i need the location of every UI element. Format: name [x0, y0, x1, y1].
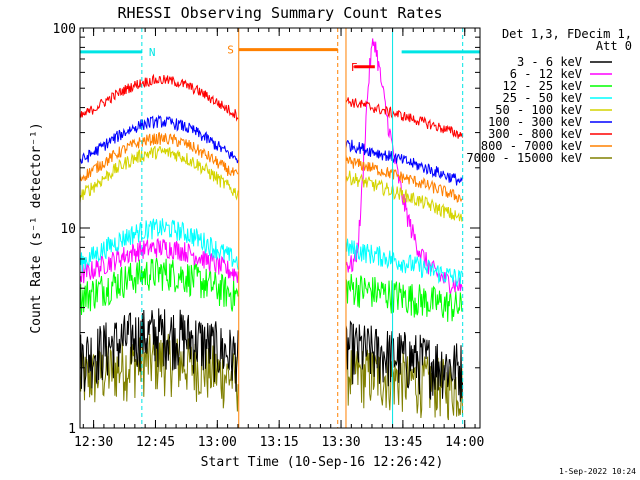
series-line-0	[79, 73, 463, 139]
flag-layer: N S F	[80, 44, 480, 74]
marker-layer	[141, 28, 464, 428]
x-axis-label: Start Time (10-Sep-16 12:26:42)	[201, 455, 444, 470]
x-tick-label-0: 12:30	[74, 435, 113, 450]
y-tick-label-0: 1	[68, 422, 76, 437]
generated-timestamp: 1-Sep-2022 10:24	[559, 467, 636, 476]
legend-label-7: 800 - 7000 keV	[481, 139, 582, 153]
flag-label-0: N	[149, 46, 156, 59]
legend-label-1: 6 - 12 keV	[510, 67, 582, 81]
legend-header-line-2: Att 0	[596, 39, 632, 53]
series-line-7	[79, 308, 463, 402]
y-tick-label-2: 100	[53, 22, 76, 37]
y-axis-label: Count Rate (s⁻¹ detector⁻¹)	[29, 122, 44, 333]
legend-label-0: 3 - 6 keV	[517, 55, 582, 69]
series-line-5	[79, 38, 463, 294]
series-line-1	[79, 114, 463, 186]
flag-label-2: F	[351, 61, 358, 74]
x-tick-label-6: 14:00	[445, 435, 484, 450]
x-tick-label-3: 13:15	[260, 435, 299, 450]
legend-label-8: 7000 - 15000 keV	[466, 151, 582, 165]
series-line-6	[79, 257, 463, 322]
x-tick-label-5: 13:45	[383, 435, 422, 450]
legend-label-6: 300 - 800 keV	[488, 127, 582, 141]
flag-label-1: S	[227, 44, 234, 57]
legend-header-line-1: Det 1,3, FDecim 1,	[502, 27, 632, 41]
legend-label-5: 100 - 300 keV	[488, 115, 582, 129]
series-line-2	[79, 132, 463, 203]
x-tick-label-4: 13:30	[321, 435, 360, 450]
legend-label-2: 12 - 25 keV	[503, 79, 582, 93]
series-line-4	[79, 218, 463, 287]
legend-label-3: 25 - 50 keV	[503, 91, 582, 105]
x-tick-label-2: 13:00	[198, 435, 237, 450]
series-layer	[79, 38, 463, 421]
y-tick-label-1: 10	[60, 222, 76, 237]
series-line-3	[79, 145, 463, 222]
axis-layer: 12:30 12:45 13:00 13:15 13:30 13:45 14:00 1 10 10…	[53, 22, 485, 450]
chart-title: RHESSI Observing Summary Count Rates	[117, 4, 442, 22]
x-tick-label-1: 12:45	[136, 435, 175, 450]
legend-label-4: 50 - 100 keV	[495, 103, 582, 117]
